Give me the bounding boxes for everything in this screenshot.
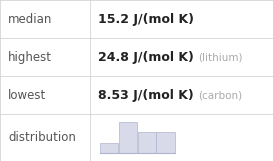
Text: distribution: distribution	[8, 131, 76, 144]
Text: (carbon): (carbon)	[198, 90, 242, 100]
Text: 15.2 J/(mol K): 15.2 J/(mol K)	[98, 13, 194, 25]
Text: highest: highest	[8, 51, 52, 63]
Text: (lithium): (lithium)	[198, 52, 242, 62]
Bar	[156, 132, 174, 153]
Text: 8.53 J/(mol K): 8.53 J/(mol K)	[98, 89, 194, 101]
Text: 24.8 J/(mol K): 24.8 J/(mol K)	[98, 51, 194, 63]
Bar	[119, 122, 137, 153]
Bar	[138, 132, 156, 153]
Text: median: median	[8, 13, 52, 25]
Text: lowest: lowest	[8, 89, 46, 101]
Bar	[100, 143, 118, 153]
